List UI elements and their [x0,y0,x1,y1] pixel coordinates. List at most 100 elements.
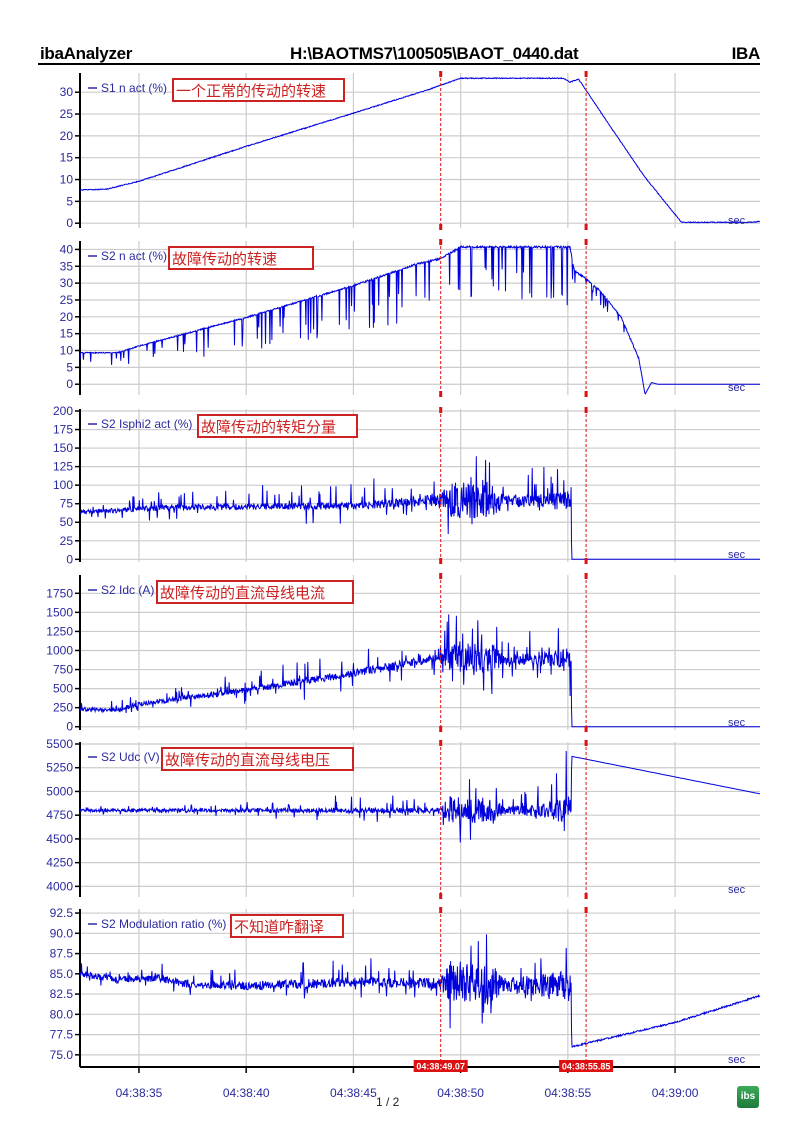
annotation-text: 故障传动的转速 [172,250,277,268]
cursor-marker [439,907,443,913]
x-tick-label: 04:38:45 [330,1086,377,1100]
y-tick-label: 20 [60,129,74,143]
y-tick-label: 77.5 [50,1028,74,1042]
cursor-marker [584,726,588,732]
y-tick-label: 4500 [46,832,73,846]
cursor-time-badge [559,1060,614,1072]
y-tick-label: 750 [53,663,73,677]
y-tick-label: 1750 [46,586,73,600]
y-tick-label: 1000 [46,643,73,657]
y-tick-label: 175 [53,423,73,437]
signal-line [79,244,760,395]
page-number: 1 / 2 [376,1095,400,1109]
cursor-marker [584,224,588,230]
cursor-marker [584,239,588,245]
y-tick-label: 50 [60,515,74,529]
y-tick-label: 92.5 [50,906,74,920]
y-tick-label: 0 [66,720,73,734]
y-tick-label: 75 [60,497,74,511]
y-tick-label: 100 [53,478,73,492]
cursor-marker [439,391,443,397]
y-tick-label: 200 [53,404,73,418]
y-tick-label: 35 [60,259,74,273]
y-tick-label: 150 [53,441,73,455]
x-tick-label: 04:38:50 [437,1086,484,1100]
y-tick-label: 1250 [46,624,73,638]
annotation-box [161,747,354,771]
cursor-marker [584,391,588,397]
y-tick-label: 30 [60,85,74,99]
cursor-marker [584,558,588,564]
ibs-logo: ibs [737,1086,759,1108]
y-tick-label: 25 [60,107,74,121]
x-unit-label: sec [728,215,746,227]
x-tick-label: 04:39:00 [652,1086,699,1100]
header-divider [38,63,760,65]
panel-4 [75,573,760,732]
cursor-time-badge [413,1060,468,1072]
cursor-marker [439,224,443,230]
y-tick-label: 10 [60,344,74,358]
y-tick-label: 1500 [46,605,73,619]
legend-label: S2 Idc (A) [101,583,154,597]
y-tick-label: 5 [66,194,73,208]
cursor-marker [439,573,443,579]
cursor-marker [584,740,588,746]
legend-label: S2 n act (%) [101,249,167,263]
x-unit-label: sec [728,549,746,561]
y-tick-label: 75.0 [50,1048,74,1062]
cursor-time-label: 04:38:55.85 [562,1062,611,1072]
cursor-marker [439,740,443,746]
legend-label: S2 Udc (V) [101,750,160,764]
panel-2 [75,239,760,397]
y-tick-label: 25 [60,293,74,307]
annotation-text: 一个正常的传动的转速 [176,83,326,100]
y-tick-label: 15 [60,151,74,165]
x-unit-label: sec [728,884,746,896]
annotation-box [168,246,314,270]
y-tick-label: 80.0 [50,1007,74,1021]
y-tick-label: 20 [60,310,74,324]
y-tick-label: 4250 [46,856,73,870]
annotation-text: 不知道咋翻译 [234,919,324,936]
cursor-marker [439,726,443,732]
panel-6 [75,907,761,1069]
y-tick-label: 40 [60,242,74,256]
y-tick-label: 15 [60,327,74,341]
signal-line [79,456,760,560]
file-path: H:\BAOTMS7\100505\BAOT_0440.dat [290,44,579,63]
cursor-marker [584,71,588,77]
app-title: ibaAnalyzer [40,44,133,63]
cursor-marker [439,407,443,413]
annotation-text: 故障传动的转矩分量 [201,418,336,436]
x-tick-label: 04:38:40 [223,1086,270,1100]
annotation-box [156,580,354,604]
y-tick-label: 5250 [46,761,73,775]
y-tick-label: 0 [66,377,73,391]
cursor-marker [439,71,443,77]
y-tick-label: 10 [60,173,74,187]
y-tick-label: 5500 [46,737,73,751]
y-tick-label: 30 [60,276,74,290]
signal-line [79,934,761,1048]
cursor-marker [439,893,443,899]
legend-label: S1 n act (%) [101,81,167,95]
panel-3 [75,407,760,564]
annotation-box [172,78,345,102]
annotation-box [197,414,358,438]
y-tick-label: 4750 [46,808,73,822]
x-tick-label: 04:38:35 [116,1086,163,1100]
y-tick-label: 0 [66,552,73,566]
brand-label: IBA [731,44,761,63]
panel-1 [75,71,761,230]
cursor-marker [584,893,588,899]
cursor-marker [439,239,443,245]
annotation-box [230,914,344,938]
cursor-marker [584,573,588,579]
x-unit-label: sec [728,1054,746,1066]
y-tick-label: 5000 [46,784,73,798]
y-tick-label: 4000 [46,879,73,893]
y-tick-label: 500 [53,682,73,696]
legend-label: S2 Modulation ratio (%) [101,917,226,931]
